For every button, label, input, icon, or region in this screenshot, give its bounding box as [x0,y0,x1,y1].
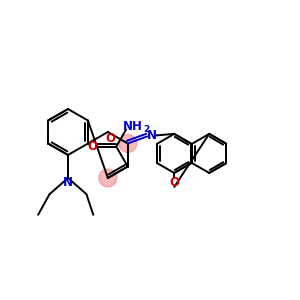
Text: NH: NH [123,120,143,133]
Text: O: O [169,176,179,190]
Text: O: O [88,140,98,153]
Text: O: O [106,131,116,145]
Circle shape [119,134,137,152]
Circle shape [99,169,117,187]
Text: 2: 2 [143,125,149,134]
Text: N: N [147,129,157,142]
Text: N: N [63,176,73,190]
